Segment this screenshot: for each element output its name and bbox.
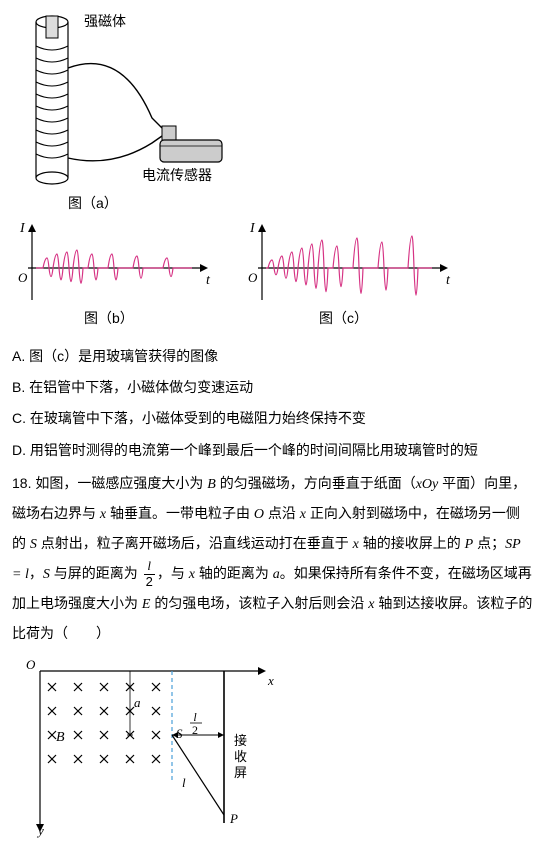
option-a: A. 图（c）是用玻璃管获得的图像 [12,344,533,369]
t10: 与屏的距离为 [50,565,142,581]
svg-text:收: 收 [234,749,247,764]
svg-text:屏: 屏 [234,765,247,780]
t9: ， [29,565,43,581]
sym-xOy: xOy [416,477,439,492]
svg-text:2: 2 [192,723,198,737]
t11: ，与 [157,565,189,581]
option-b: B. 在铝管中下落，小磁体做匀变速运动 [12,375,533,400]
sym-S2: S [43,567,50,582]
svg-text:O: O [26,657,36,672]
p18-prefix: 18. 如图，一磁感应强度大小为 [12,475,207,491]
svg-text:接: 接 [234,733,247,748]
svg-text:图（b）: 图（b） [84,310,134,326]
svg-text:P: P [229,811,238,826]
sym-P: P [465,537,474,552]
svg-text:O: O [248,270,258,285]
option-d: D. 用铝管时测得的电流第一个峰到最后一个峰的时间间隔比用玻璃管时的短 [12,438,533,463]
figure-b-svg: It O 图（b） [12,218,242,338]
sym-a: a [273,567,280,582]
figure-c: It O 图（c） [242,218,482,338]
figure-d-svg: OxyBaSl2Pl接收屏 [12,653,292,838]
t12: 轴的距离为 [195,565,273,581]
svg-text:B: B [56,730,65,745]
svg-text:图（c）: 图（c） [319,310,368,326]
svg-text:l: l [182,775,186,790]
t1: 的匀强磁场，方向垂直于纸面（ [216,475,416,491]
t14: 的匀强电场，该粒子入射后则会沿 [150,595,368,611]
t4: 点沿 [264,505,300,521]
svg-text:x: x [267,673,274,688]
sym-S: S [30,537,37,552]
svg-text:t: t [446,273,451,288]
sym-O: O [254,507,264,522]
figure-a: 强磁体 电流传感器 图（a） [12,8,533,218]
problem-18-text: 18. 如图，一磁感应强度大小为 B 的匀强磁场，方向垂直于纸面（xOy 平面）… [12,469,533,647]
t3: 轴垂直。一带电粒子由 [106,505,254,521]
label-magnet: 强磁体 [84,13,126,29]
option-c: C. 在玻璃管中下落，小磁体受到的电磁阻力始终保持不变 [12,406,533,431]
frac-num: l [144,559,155,574]
svg-text:t: t [206,273,211,288]
figure-b: It O 图（b） [12,218,242,338]
sym-B: B [207,477,216,492]
frac-den: 2 [144,575,155,589]
svg-text:a: a [134,695,141,710]
svg-text:l: l [193,710,197,724]
svg-text:I: I [249,221,256,236]
svg-text:y: y [36,823,44,838]
svg-text:O: O [18,270,28,285]
figure-d: OxyBaSl2Pl接收屏 [12,653,533,838]
t6: 点射出，粒子离开磁场后，沿直线运动打在垂直于 [37,535,353,551]
figure-a-svg: 强磁体 电流传感器 图（a） [12,8,272,218]
t7: 轴的接收屏上的 [359,535,465,551]
label-sensor: 电流传感器 [142,167,212,183]
figure-c-svg: It O 图（c） [242,218,482,338]
figure-a-caption: 图（a） [68,195,118,211]
frac-l-2: l2 [144,559,155,589]
figure-bc-row: It O 图（b） It O 图（c） [12,218,533,338]
svg-text:I: I [19,221,26,236]
t8: 点； [473,535,505,551]
